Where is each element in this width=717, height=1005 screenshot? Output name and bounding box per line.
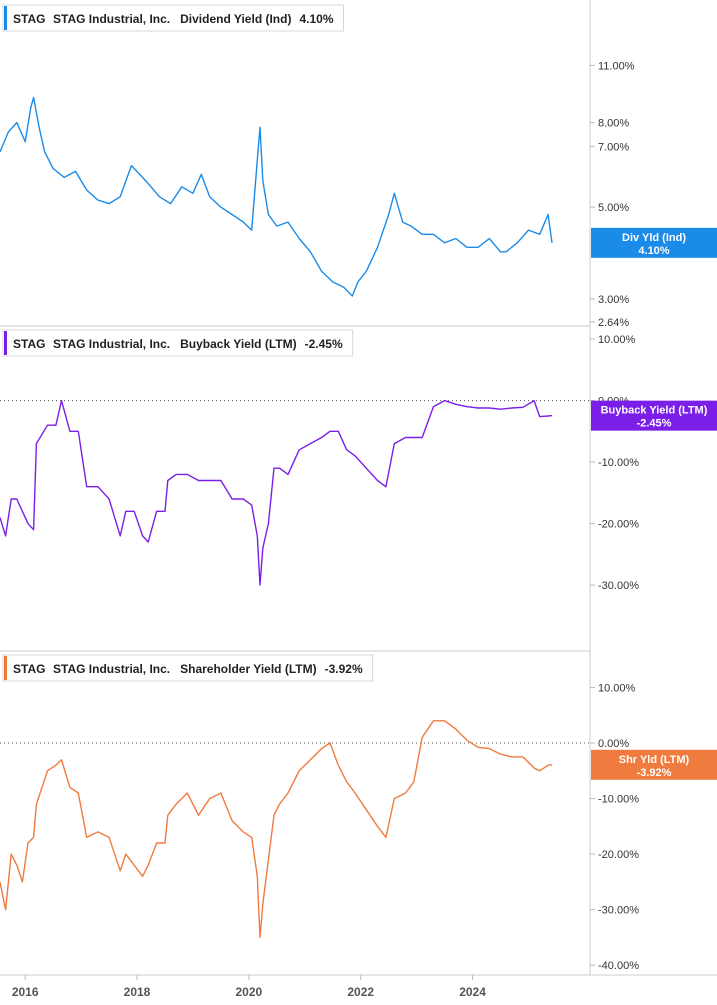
y-tick-label: 5.00%	[598, 202, 629, 214]
y-tick-label: 10.00%	[598, 334, 636, 346]
legend-company: STAG Industrial, Inc.	[53, 12, 170, 26]
legend: STAG STAG Industrial, Inc. Dividend Yield …	[2, 4, 344, 32]
current-value-tag: Shr Yld (LTM)-3.92%	[591, 749, 717, 780]
legend-box	[2, 4, 344, 32]
current-value-tag-value: -3.92%	[637, 767, 672, 779]
legend-value: -3.92%	[325, 662, 363, 676]
legend-color-swatch	[4, 656, 7, 680]
legend-box	[2, 329, 354, 357]
current-value-tag-bg	[591, 400, 717, 431]
y-tick-label: 3.00%	[598, 294, 629, 306]
legend-company: STAG Industrial, Inc.	[53, 662, 170, 676]
y-tick-label: -20.00%	[598, 519, 639, 531]
legend-company: STAG Industrial, Inc.	[53, 337, 170, 351]
legend-color-swatch	[4, 6, 7, 30]
x-tick-label: 2020	[236, 985, 263, 999]
legend: STAG STAG Industrial, Inc. Shareholder Yie…	[2, 654, 374, 682]
x-tick-label: 2016	[12, 985, 39, 999]
series-line	[0, 96, 553, 297]
series-line	[0, 399, 553, 586]
current-value-tag-label: Buyback Yield (LTM)	[601, 405, 708, 417]
current-value-tag: Div Yld (Ind)4.10%	[591, 227, 717, 258]
legend-color-swatch	[4, 331, 7, 355]
y-tick-label: -10.00%	[598, 457, 639, 469]
y-tick-label: 0.00%	[598, 738, 629, 750]
y-tick-label: -40.00%	[598, 960, 639, 972]
y-tick-label: 7.00%	[598, 142, 629, 154]
legend-value: -2.45%	[305, 337, 343, 351]
y-tick-label: -10.00%	[598, 794, 639, 806]
legend-box	[2, 654, 374, 682]
legend-metric: Dividend Yield (Ind)	[180, 12, 291, 26]
y-tick-label: 8.00%	[598, 118, 629, 130]
legend-ticker: STAG	[13, 337, 45, 351]
legend-value: 4.10%	[299, 12, 333, 26]
legend-ticker: STAG	[13, 12, 45, 26]
y-tick-label: 10.00%	[598, 682, 636, 694]
current-value-tag-bg	[591, 749, 717, 780]
current-value-tag-value: -2.45%	[637, 418, 672, 430]
x-tick-label: 2022	[347, 985, 374, 999]
current-value-tag-bg	[591, 227, 717, 258]
y-tick-label: 2.64%	[598, 317, 629, 329]
series-line	[0, 720, 553, 939]
legend-metric: Buyback Yield (LTM)	[180, 337, 296, 351]
legend-metric: Shareholder Yield (LTM)	[180, 662, 316, 676]
y-tick-label: -20.00%	[598, 849, 639, 861]
y-tick-label: 11.00%	[598, 60, 635, 72]
legend: STAG STAG Industrial, Inc. Buyback Yield (…	[2, 329, 354, 357]
x-tick-label: 2024	[459, 985, 486, 999]
current-value-tag-value: 4.10%	[638, 245, 669, 257]
y-tick-label: -30.00%	[598, 905, 639, 917]
current-value-tag-label: Div Yld (Ind)	[622, 232, 686, 244]
current-value-tag: Buyback Yield (LTM)-2.45%	[591, 400, 717, 431]
x-tick-label: 2018	[124, 985, 151, 999]
current-value-tag-label: Shr Yld (LTM)	[619, 754, 690, 766]
legend-ticker: STAG	[13, 662, 45, 676]
y-tick-label: -30.00%	[598, 580, 639, 592]
